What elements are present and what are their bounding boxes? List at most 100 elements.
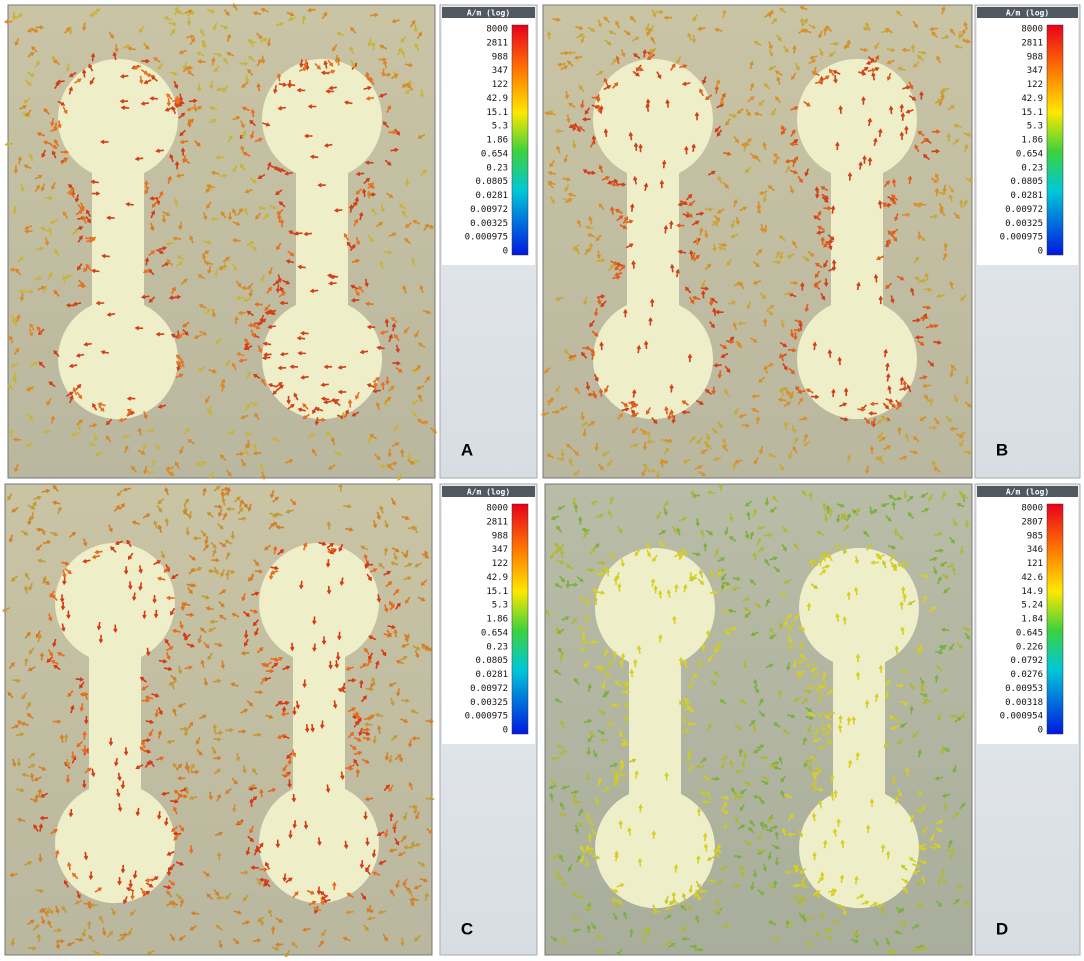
colorbar-tick-label: 0.23 <box>486 163 508 173</box>
colorbar-tick-label: 988 <box>1027 52 1043 62</box>
field-arrows <box>540 5 972 477</box>
field-arrows <box>65 70 376 405</box>
colorbar-tick-label: 1.84 <box>1021 615 1043 625</box>
colorbar-tick-label: 0.0805 <box>1010 177 1043 187</box>
field-arrows <box>7 484 435 950</box>
colorbar-tick-label: 5.3 <box>492 122 508 132</box>
colorbar-tick-label: 0.226 <box>1016 642 1043 652</box>
field-arrows <box>36 56 403 423</box>
colorbar-tick-label: 0.00972 <box>470 205 508 215</box>
colorbar-tick-label: 5.3 <box>492 601 508 611</box>
colorbar-tick-label: 0 <box>1038 247 1043 257</box>
colorbar-tick-label: 15.1 <box>1021 108 1043 118</box>
colorbar-tick-label: 15.1 <box>486 587 508 597</box>
dumbbell <box>259 542 380 904</box>
colorbar-tick-label: 0.00972 <box>1005 205 1043 215</box>
colorbar-tick-label: 0.0281 <box>475 191 508 201</box>
panel: A/m (log) 8000 2807 985 346 121 42.6 14.9 5.24 1.… <box>544 482 1081 956</box>
colorbar-tick-label: 347 <box>492 545 508 555</box>
colorbar-tick-label: 347 <box>1027 66 1043 76</box>
panel-label: C <box>461 919 473 938</box>
colorbar-tick-label: 15.1 <box>486 108 508 118</box>
colorbar-tick-label: 1.86 <box>1021 136 1043 146</box>
colorbar-tick-label: 5.24 <box>1021 601 1043 611</box>
field-arrows <box>35 542 400 910</box>
colorbar-tick-label: 346 <box>1027 545 1043 555</box>
colorbar-header <box>442 486 535 497</box>
colorbar-tick-label: 8000 <box>486 25 508 35</box>
colorbar-tick-label: 0.0805 <box>475 656 508 666</box>
field-arrows <box>577 543 938 914</box>
dumbbell <box>593 58 713 420</box>
colorbar-header <box>442 7 535 18</box>
colorbar-tick-label: 122 <box>492 559 508 569</box>
colorbar-tick-label: 0 <box>503 726 508 736</box>
field-arrows <box>579 540 944 916</box>
field-arrows <box>4 6 427 482</box>
colorbar-tick-label: 0 <box>503 247 508 257</box>
colorbar-tick-label: 0.23 <box>486 642 508 652</box>
dumbbell <box>57 58 178 420</box>
colorbar-tick-label: 0.0281 <box>475 670 508 680</box>
colorbar-tick-label: 122 <box>1027 80 1043 90</box>
colorbar-tick-label: 8000 <box>486 504 508 514</box>
colorbar-tick-label: 42.9 <box>1021 94 1043 104</box>
field-arrows <box>612 576 915 885</box>
colorbar-tick-label: 0.00972 <box>470 684 508 694</box>
colorbar-tick-label: 0.000975 <box>465 233 508 243</box>
colorbar-tick-label: 0.000975 <box>465 712 508 722</box>
colorbar-tick-label: 42.9 <box>486 573 508 583</box>
colorbar-tick-label: 0.0805 <box>475 177 508 187</box>
colorbar-tick-label: 0.645 <box>1016 628 1043 638</box>
colorbar-tick-label: 0.00318 <box>1005 698 1043 708</box>
dumbbell <box>595 547 716 909</box>
colorbar-tick-label: 0.0281 <box>1010 191 1043 201</box>
dumbbell <box>797 58 917 420</box>
colorbar-tick-label: 0.654 <box>481 628 508 638</box>
colorbar-title: A/m (log) <box>1006 488 1049 497</box>
colorbar-tick-label: 347 <box>492 66 508 76</box>
colorbar-tick-label: 0.00325 <box>1005 219 1043 229</box>
colorbar-gradient <box>1046 24 1064 256</box>
colorbar-tick-label: 0 <box>1038 726 1043 736</box>
colorbar-tick-label: 8000 <box>1021 25 1043 35</box>
field-arrows <box>59 559 377 896</box>
colorbar-tick-label: 42.9 <box>486 94 508 104</box>
colorbar-tick-label: 0.0276 <box>1010 670 1043 680</box>
panel: A/m (log) 8000 2811 988 347 122 42.9 15.1 5.3 1.8… <box>2 483 538 958</box>
colorbar-header <box>977 486 1078 497</box>
colorbar-tick-label: 1.86 <box>486 136 508 146</box>
colorbar-tick-label: 121 <box>1027 559 1043 569</box>
field-arrows <box>3 3 438 481</box>
colorbar-tick-label: 8000 <box>1021 504 1043 514</box>
colorbar-title: A/m (log) <box>467 9 510 18</box>
colorbar-gradient <box>511 503 529 735</box>
colorbar-title: A/m (log) <box>467 488 510 497</box>
field-arrows <box>591 71 909 398</box>
colorbar-tick-label: 985 <box>1027 531 1043 541</box>
panel-label: A <box>461 440 473 459</box>
colorbar-tick-label: 2811 <box>1021 38 1043 48</box>
colorbar-tick-label: 14.9 <box>1021 587 1043 597</box>
colorbar-tick-label: 0.0792 <box>1010 656 1043 666</box>
colorbar-tick-label: 988 <box>492 52 508 62</box>
field-arrows <box>2 483 435 958</box>
colorbar-tick-label: 0.23 <box>1021 163 1043 173</box>
colorbar-tick-label: 42.6 <box>1021 573 1043 583</box>
panel-label: B <box>996 440 1008 459</box>
field-arrows <box>545 482 971 955</box>
colorbar-tick-label: 0.654 <box>481 149 508 159</box>
colorbar-tick-label: 2807 <box>1021 517 1043 527</box>
dumbbell <box>54 542 176 904</box>
colorbar-tick-label: 0.00325 <box>470 219 508 229</box>
colorbar-tick-label: 0.00325 <box>470 698 508 708</box>
field-background <box>542 4 973 479</box>
colorbar-gradient <box>1046 503 1064 735</box>
colorbar-header <box>977 7 1078 18</box>
colorbar-tick-label: 1.86 <box>486 615 508 625</box>
dumbbell <box>799 547 920 909</box>
panel: A/m (log) 8000 2811 988 347 122 42.9 15.1 5.3 1.8… <box>540 4 1081 480</box>
field-background <box>4 483 433 956</box>
colorbar-tick-label: 2811 <box>486 517 508 527</box>
